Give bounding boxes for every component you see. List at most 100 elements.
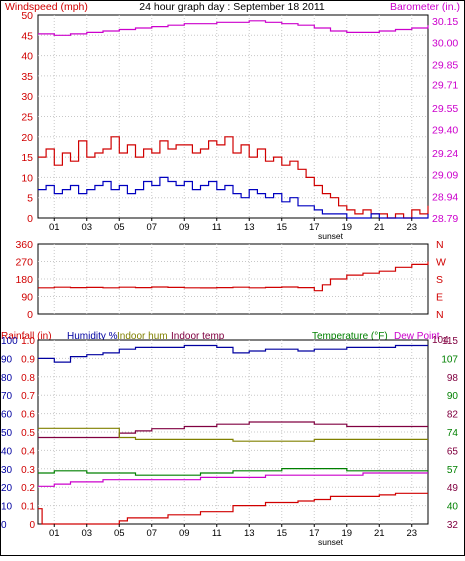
legend-entry: Indoor hum: [117, 331, 168, 342]
sunset-annotation: sunset: [318, 537, 344, 547]
humidity-tick-label: 40: [1, 446, 13, 457]
legend-entry: Indoor temp: [171, 331, 225, 342]
x-tick-label: 15: [276, 222, 287, 233]
rain-tick-label: 0.8: [21, 373, 35, 384]
temperature-f-line: [38, 468, 428, 476]
humidity-tick-label: 30: [1, 465, 13, 476]
temperature-tick-label: 82: [447, 410, 459, 421]
barometer-tick-label: 28.94: [432, 191, 458, 203]
temperature-tick-label: 65: [447, 446, 459, 457]
humidity-tick-label: 0: [1, 520, 7, 531]
rain-tick-label: 0.1: [21, 502, 35, 513]
humidity-line: [38, 344, 428, 363]
direction-tick-label: 360: [15, 239, 33, 251]
x-tick-label: 23: [406, 222, 417, 233]
indoor-hum-line: [38, 427, 428, 442]
wind-direction-line: [38, 261, 429, 292]
x-tick-label: 03: [81, 528, 92, 539]
temperature-tick-label: 57: [447, 465, 459, 476]
windspeed-tick-label: 25: [21, 112, 33, 124]
windspeed-tick-label: 5: [27, 193, 33, 205]
x-tick-label: 07: [146, 528, 157, 539]
windspeed-tick-label: 45: [21, 30, 33, 42]
x-tick-label: 09: [179, 222, 190, 233]
sunset-annotation: sunset: [318, 231, 344, 241]
windspeed-tick-label: 30: [21, 91, 33, 103]
barometer-tick-label: 30.15: [432, 16, 458, 28]
windspeed-axis-label: Windspeed (mph): [5, 1, 88, 13]
rain-tick-label: 0.2: [21, 483, 35, 494]
x-tick-label: 19: [341, 222, 352, 233]
windspeed-tick-label: 15: [21, 152, 33, 164]
barometer-tick-label: 29.71: [432, 80, 458, 92]
rain-tick-label: 0.3: [21, 465, 35, 476]
x-tick-label: 23: [406, 528, 417, 539]
barometer-axis-label: Barometer (in.): [390, 1, 460, 13]
x-tick-label: 19: [341, 528, 352, 539]
windspeed-tick-label: 10: [21, 172, 33, 184]
direction-tick-label: 90: [21, 292, 33, 304]
barometer-tick-label: 29.09: [432, 170, 458, 182]
rainfall-in-line: [38, 492, 428, 525]
rain-tick-label: 1.0: [21, 336, 35, 347]
x-tick-label: 17: [309, 222, 320, 233]
temperature-tick-label: 115: [442, 336, 458, 347]
humidity-tick-label: 50: [1, 428, 13, 439]
compass-label: N: [436, 239, 444, 251]
x-tick-label: 05: [114, 222, 125, 233]
humidity-tick-label: 60: [1, 410, 13, 421]
temperature-tick-label: 107: [441, 354, 458, 365]
rain-tick-label: 0.4: [21, 446, 35, 457]
legend-entry: Humidity %: [67, 331, 118, 342]
x-tick-label: 15: [276, 528, 287, 539]
x-tick-label: 09: [179, 528, 190, 539]
humidity-tick-label: 20: [1, 483, 13, 494]
humidity-tick-label: 70: [1, 391, 13, 402]
x-tick-label: 07: [146, 222, 157, 233]
x-tick-label: 01: [49, 222, 60, 233]
humidity-tick-label: 100: [1, 336, 18, 347]
x-tick-label: 11: [212, 222, 222, 233]
barometer-tick-label: 29.55: [432, 103, 458, 115]
compass-label: E: [436, 292, 443, 304]
chart-title: 24 hour graph day : September 18 2011: [139, 1, 325, 13]
direction-tick-label: 0: [27, 309, 33, 321]
temperature-tick-label: 74: [447, 428, 459, 439]
wind-speed-line: [38, 176, 429, 219]
direction-tick-label: 270: [15, 257, 33, 269]
humidity-tick-label: 10: [1, 502, 13, 513]
humidity-tick-label: 90: [1, 354, 13, 365]
windspeed-tick-label: 50: [21, 10, 33, 22]
compass-label: N: [436, 309, 444, 321]
rain-tick-label: 0: [29, 520, 35, 531]
compass-label: S: [436, 274, 443, 286]
x-tick-label: 17: [309, 528, 320, 539]
temperature-tick-label: 49: [447, 483, 459, 494]
rain-tick-label: 0.9: [21, 354, 35, 365]
x-tick-label: 05: [114, 528, 125, 539]
barometer-line: [38, 20, 429, 36]
barometer-tick-label: 28.79: [432, 213, 458, 225]
windspeed-tick-label: 35: [21, 71, 33, 83]
humidity-tick-label: 80: [1, 373, 13, 384]
x-tick-label: 11: [212, 528, 222, 539]
x-tick-label: 21: [374, 222, 385, 233]
legend-entry: Rainfall (in): [1, 331, 52, 342]
temperature-tick-label: 90: [447, 391, 459, 402]
x-tick-label: 03: [81, 222, 92, 233]
temperature-tick-label: 32: [447, 520, 459, 531]
legend-entry: Temperature (°F): [312, 331, 388, 342]
direction-tick-label: 180: [15, 274, 33, 286]
windspeed-tick-label: 40: [21, 51, 33, 63]
barometer-tick-label: 29.40: [432, 125, 458, 137]
barometer-tick-label: 29.24: [432, 148, 458, 160]
rain-tick-label: 0.6: [21, 410, 35, 421]
barometer-tick-label: 29.85: [432, 59, 458, 71]
x-tick-label: 01: [49, 528, 60, 539]
temperature-humidity-panel: 0 010 0.120 0.230 0.340 0.450 0.560 0.670 0.780 0…: [1, 335, 458, 547]
temperature-tick-label: 40: [447, 502, 459, 513]
x-tick-label: 21: [374, 528, 385, 539]
windspeed-tick-label: 0: [27, 213, 33, 225]
